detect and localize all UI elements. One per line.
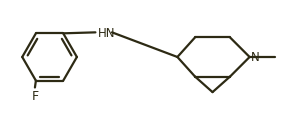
Text: F: F bbox=[31, 90, 39, 102]
Text: N: N bbox=[251, 51, 259, 64]
Text: HN: HN bbox=[97, 27, 115, 40]
